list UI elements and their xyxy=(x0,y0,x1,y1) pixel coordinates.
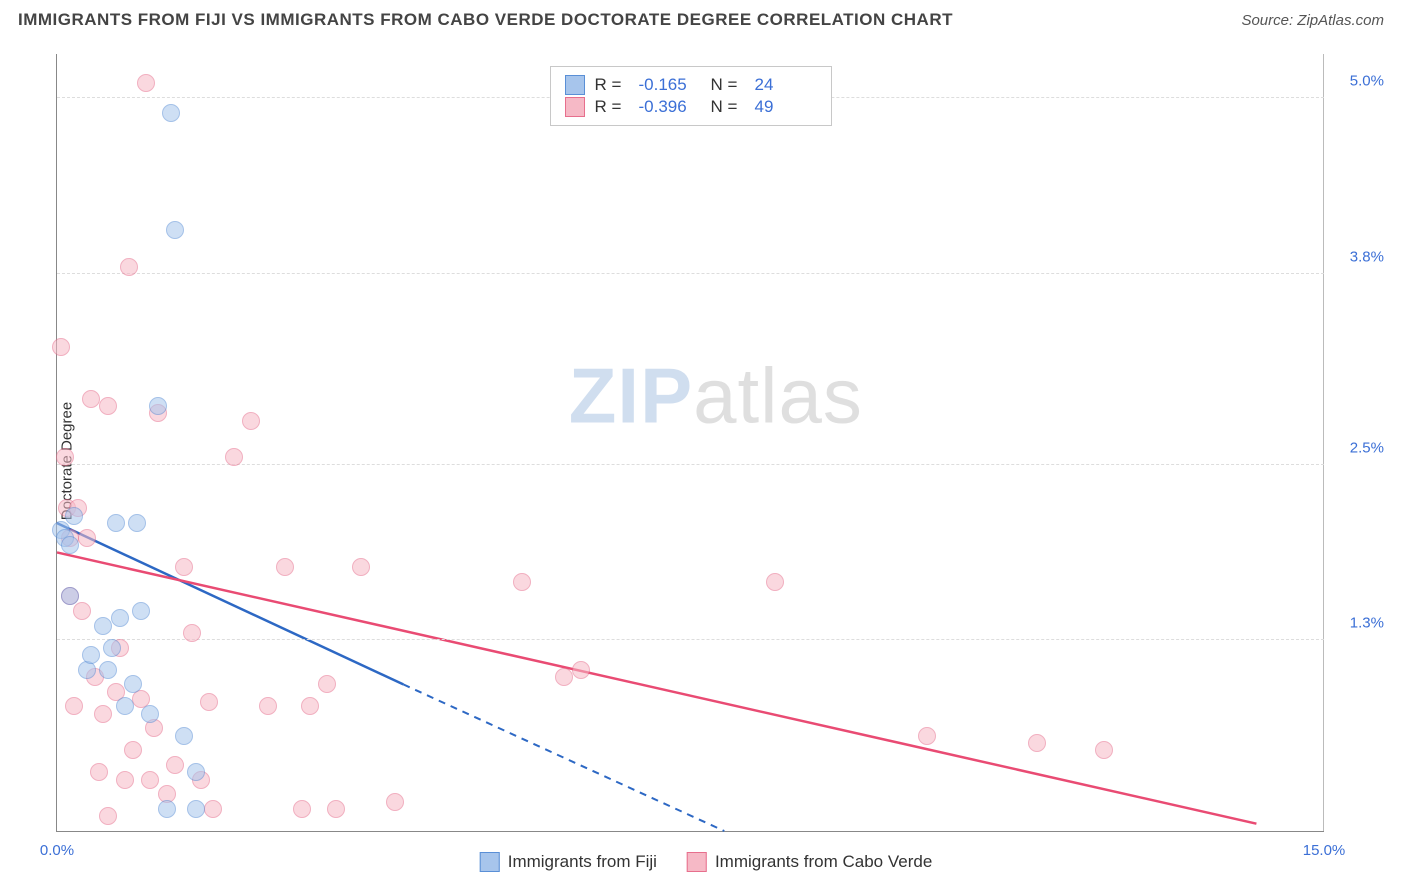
scatter-point-cabo xyxy=(513,573,531,591)
swatch-cabo xyxy=(565,97,585,117)
scatter-point-fiji xyxy=(124,675,142,693)
scatter-point-cabo xyxy=(99,397,117,415)
scatter-point-cabo xyxy=(242,412,260,430)
scatter-point-cabo xyxy=(572,661,590,679)
n-label: N = xyxy=(711,97,745,117)
y-tick-label: 2.5% xyxy=(1350,439,1384,456)
scatter-point-cabo xyxy=(124,741,142,759)
swatch-cabo-icon xyxy=(687,852,707,872)
r-label: R = xyxy=(595,97,629,117)
gridline xyxy=(57,464,1324,465)
watermark-zip: ZIP xyxy=(569,351,693,439)
scatter-point-cabo xyxy=(225,448,243,466)
scatter-point-fiji xyxy=(111,609,129,627)
stats-row-cabo: R = -0.396 N = 49 xyxy=(565,97,817,117)
scatter-point-cabo xyxy=(318,675,336,693)
scatter-point-fiji xyxy=(128,514,146,532)
scatter-point-cabo xyxy=(78,529,96,547)
scatter-point-fiji xyxy=(162,104,180,122)
scatter-point-fiji xyxy=(141,705,159,723)
gridline xyxy=(57,273,1324,274)
r-value-cabo: -0.396 xyxy=(639,97,701,117)
scatter-point-fiji xyxy=(116,697,134,715)
series-legend: Immigrants from Fiji Immigrants from Cab… xyxy=(480,852,933,872)
gridline xyxy=(57,639,1324,640)
y-tick-label: 1.3% xyxy=(1350,615,1384,632)
y-tick-label: 3.8% xyxy=(1350,248,1384,265)
scatter-point-cabo xyxy=(200,693,218,711)
trend-lines xyxy=(57,54,1324,831)
scatter-point-cabo xyxy=(555,668,573,686)
scatter-point-cabo xyxy=(918,727,936,745)
swatch-fiji-icon xyxy=(480,852,500,872)
scatter-point-fiji xyxy=(61,587,79,605)
scatter-point-fiji xyxy=(94,617,112,635)
scatter-point-fiji xyxy=(103,639,121,657)
scatter-point-cabo xyxy=(183,624,201,642)
r-label: R = xyxy=(595,75,629,95)
scatter-point-fiji xyxy=(175,727,193,745)
stats-row-fiji: R = -0.165 N = 24 xyxy=(565,75,817,95)
watermark-atlas: atlas xyxy=(693,351,863,439)
scatter-point-fiji xyxy=(187,763,205,781)
scatter-point-cabo xyxy=(82,390,100,408)
scatter-point-cabo xyxy=(116,771,134,789)
scatter-point-fiji xyxy=(187,800,205,818)
scatter-point-cabo xyxy=(386,793,404,811)
scatter-point-cabo xyxy=(766,573,784,591)
scatter-point-cabo xyxy=(90,763,108,781)
stats-legend: R = -0.165 N = 24 R = -0.396 N = 49 xyxy=(550,66,832,126)
scatter-point-cabo xyxy=(1095,741,1113,759)
scatter-point-fiji xyxy=(65,507,83,525)
chart-container: Doctorate Degree ZIPatlas R = -0.165 N =… xyxy=(18,42,1394,880)
trend-extend-fiji xyxy=(403,684,724,831)
scatter-point-fiji xyxy=(82,646,100,664)
scatter-point-cabo xyxy=(259,697,277,715)
watermark: ZIPatlas xyxy=(569,350,863,441)
scatter-point-cabo xyxy=(73,602,91,620)
chart-title: IMMIGRANTS FROM FIJI VS IMMIGRANTS FROM … xyxy=(18,10,953,30)
scatter-point-cabo xyxy=(52,338,70,356)
scatter-point-cabo xyxy=(94,705,112,723)
scatter-point-cabo xyxy=(293,800,311,818)
legend-item-cabo: Immigrants from Cabo Verde xyxy=(687,852,932,872)
x-tick-label: 15.0% xyxy=(1303,842,1346,859)
x-tick-label: 0.0% xyxy=(40,842,74,859)
legend-label-cabo: Immigrants from Cabo Verde xyxy=(715,852,932,872)
n-label: N = xyxy=(711,75,745,95)
scatter-point-cabo xyxy=(99,807,117,825)
legend-label-fiji: Immigrants from Fiji xyxy=(508,852,657,872)
scatter-point-cabo xyxy=(276,558,294,576)
r-value-fiji: -0.165 xyxy=(639,75,701,95)
scatter-point-cabo xyxy=(1028,734,1046,752)
y-tick-label: 5.0% xyxy=(1350,72,1384,89)
n-value-fiji: 24 xyxy=(755,75,817,95)
scatter-point-cabo xyxy=(141,771,159,789)
scatter-point-cabo xyxy=(204,800,222,818)
swatch-fiji xyxy=(565,75,585,95)
plot-area: ZIPatlas R = -0.165 N = 24 R = -0.396 N … xyxy=(56,54,1324,832)
trend-line-cabo xyxy=(57,552,1256,823)
scatter-point-fiji xyxy=(61,536,79,554)
scatter-point-fiji xyxy=(132,602,150,620)
scatter-point-fiji xyxy=(158,800,176,818)
n-value-cabo: 49 xyxy=(755,97,817,117)
scatter-point-cabo xyxy=(301,697,319,715)
scatter-point-cabo xyxy=(352,558,370,576)
legend-item-fiji: Immigrants from Fiji xyxy=(480,852,657,872)
scatter-point-fiji xyxy=(166,221,184,239)
scatter-point-fiji xyxy=(149,397,167,415)
scatter-point-cabo xyxy=(65,697,83,715)
scatter-point-cabo xyxy=(120,258,138,276)
right-border xyxy=(1323,54,1324,831)
scatter-point-cabo xyxy=(175,558,193,576)
scatter-point-cabo xyxy=(327,800,345,818)
scatter-point-fiji xyxy=(99,661,117,679)
scatter-point-fiji xyxy=(107,514,125,532)
scatter-point-cabo xyxy=(56,448,74,466)
chart-source: Source: ZipAtlas.com xyxy=(1241,12,1384,29)
scatter-point-cabo xyxy=(166,756,184,774)
scatter-point-cabo xyxy=(137,74,155,92)
